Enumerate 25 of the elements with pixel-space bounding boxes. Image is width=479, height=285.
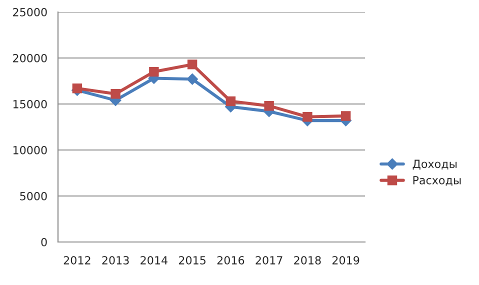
point <box>187 60 198 70</box>
point <box>110 89 120 99</box>
point <box>186 74 198 85</box>
point <box>226 96 236 106</box>
x-tick-label: 2013 <box>102 256 129 264</box>
x-tick-label: 2019 <box>332 256 360 264</box>
point <box>149 66 159 77</box>
y-tick-label: 25000 <box>13 8 47 16</box>
y-tick-label: 0 <box>41 238 47 246</box>
point <box>72 84 82 94</box>
y-tick-label: 10000 <box>13 146 47 154</box>
x-tick-label: 2017 <box>256 256 282 264</box>
x-tick-label: 2016 <box>217 256 244 264</box>
x-tick-label: 2012 <box>64 256 90 264</box>
point <box>340 111 351 121</box>
y-tick-label: 20000 <box>13 54 47 62</box>
point <box>302 112 312 122</box>
y-tick-label: 5000 <box>20 192 47 200</box>
legend-label: Доходы <box>412 160 457 170</box>
x-tick-label: 2014 <box>140 256 168 264</box>
y-tick-label: 15000 <box>13 100 47 108</box>
point <box>264 100 274 111</box>
legend-label: Расходы <box>413 176 461 186</box>
x-tick-label: 2018 <box>294 256 321 264</box>
x-tick-label: 2015 <box>178 256 206 264</box>
